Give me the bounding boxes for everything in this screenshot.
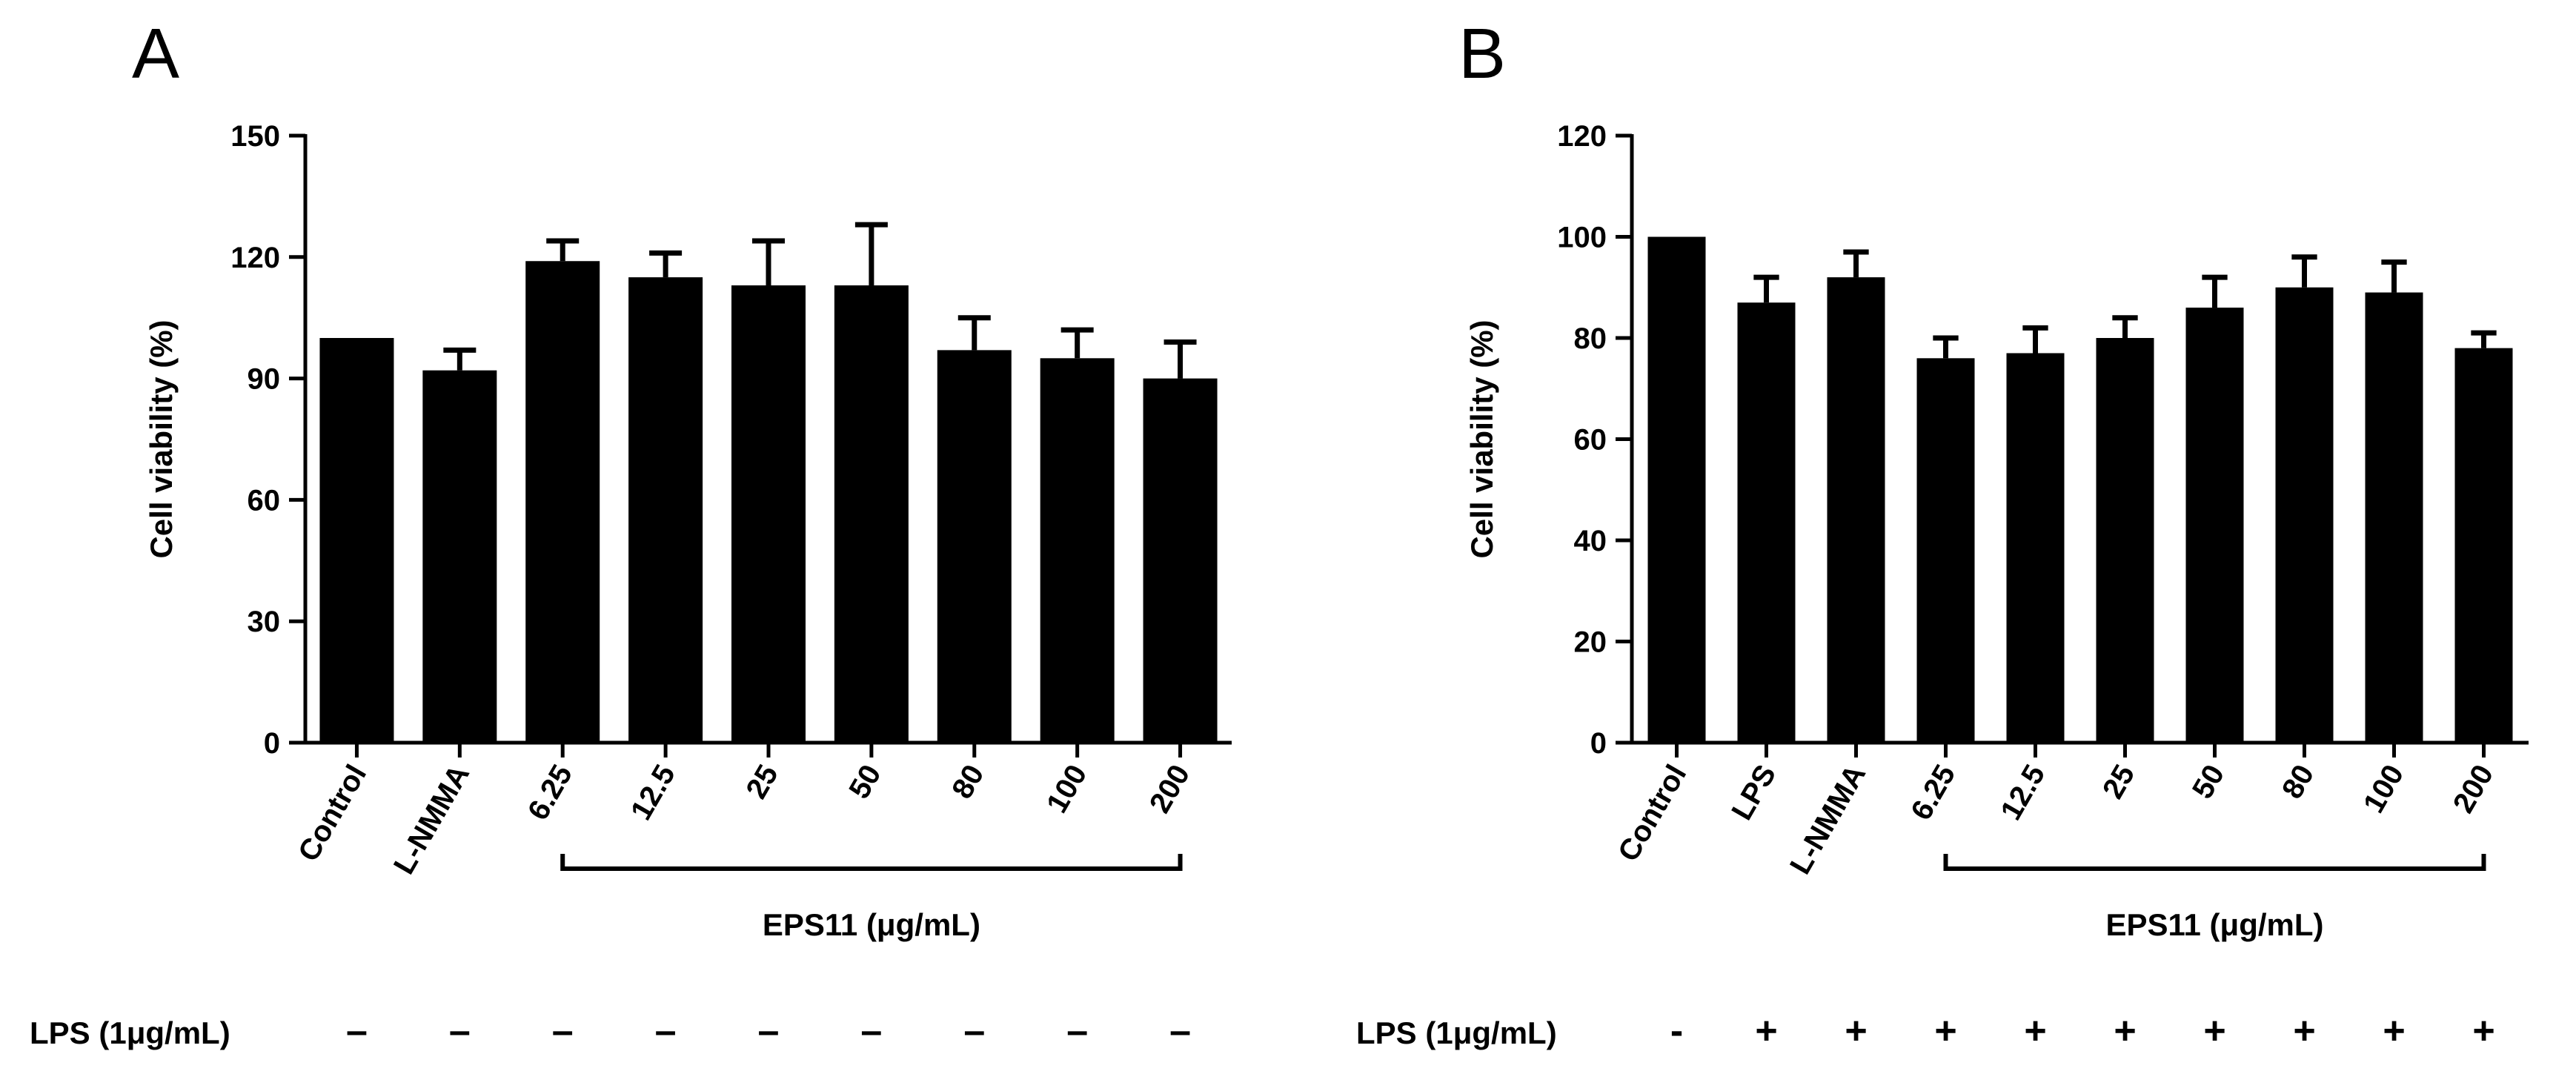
- x-tick-label: 50: [843, 760, 887, 805]
- lps-sign: –: [655, 1010, 677, 1053]
- x-tick-label: Control: [1612, 760, 1693, 867]
- y-tick-label: 40: [1574, 525, 1607, 557]
- lps-sign: +: [1755, 1010, 1777, 1053]
- x-tick-label: 80: [2276, 760, 2320, 805]
- bar: [834, 285, 909, 743]
- x-tick-label: LPS: [1725, 760, 1782, 826]
- bar: [937, 350, 1012, 743]
- bar: [1143, 378, 1218, 743]
- lps-sign: –: [1169, 1010, 1191, 1053]
- y-tick-label: 150: [230, 120, 280, 153]
- panel-b-letter: B: [1458, 14, 1506, 93]
- bar: [422, 370, 497, 743]
- bracket-label: EPS11 (μg/mL): [2105, 907, 2323, 942]
- bar: [628, 277, 703, 743]
- x-tick-label: 6.25: [1905, 760, 1962, 826]
- lps-sign: –: [963, 1010, 985, 1053]
- y-tick-label: 120: [230, 242, 280, 274]
- x-tick-label: 25: [740, 760, 784, 805]
- y-tick-label: 0: [264, 727, 280, 760]
- y-tick-label: 100: [1557, 222, 1607, 254]
- bar: [1040, 358, 1115, 743]
- lps-row-label-b: LPS (1μg/mL): [1356, 1015, 1557, 1050]
- y-tick-label: 0: [1590, 727, 1607, 760]
- lps-sign: +: [2114, 1010, 2136, 1053]
- x-tick-label: 12.5: [625, 760, 682, 826]
- bar: [319, 338, 394, 743]
- lps-sign: +: [2293, 1010, 2315, 1053]
- lps-sign: –: [1066, 1010, 1088, 1053]
- y-tick-label: 80: [1574, 322, 1607, 355]
- y-tick-label: 20: [1574, 626, 1607, 659]
- lps-sign: –: [346, 1010, 368, 1053]
- y-tick-label: 30: [248, 606, 281, 638]
- bar: [2365, 292, 2423, 743]
- lps-sign: –: [552, 1010, 574, 1053]
- x-tick-label: 50: [2186, 760, 2231, 805]
- y-tick-label: 60: [248, 484, 281, 517]
- y-tick-label: 120: [1557, 120, 1607, 153]
- bracket-label: EPS11 (μg/mL): [763, 907, 980, 942]
- y-tick-label: 90: [248, 363, 281, 396]
- x-tick-label: L-NMMA: [388, 760, 476, 880]
- lps-sign: +: [2383, 1010, 2405, 1053]
- x-tick-label: 100: [1040, 760, 1093, 819]
- panel-b: B 0 20 40 60 80 100 120 Cell viability (%) Contr…: [1458, 14, 2529, 1053]
- panel-a-letter: A: [132, 14, 179, 93]
- bar: [1647, 236, 1706, 743]
- bar: [1916, 358, 1975, 743]
- lps-sign: +: [1934, 1010, 1956, 1053]
- bar: [2006, 353, 2065, 743]
- bar: [2096, 338, 2154, 743]
- bar: [2185, 308, 2244, 743]
- lps-sign: -: [1670, 1010, 1683, 1053]
- lps-sign: –: [449, 1010, 471, 1053]
- eps11-bracket: [560, 854, 1183, 871]
- x-tick-label: Control: [292, 760, 373, 867]
- bar: [2275, 287, 2334, 743]
- bar: [731, 285, 806, 743]
- lps-row: LPS (1μg/mL) LPS (1μg/mL): [30, 1015, 1557, 1050]
- lps-sign: –: [860, 1010, 882, 1053]
- y-tick-label: 60: [1574, 424, 1607, 457]
- x-tick-label: 100: [2357, 760, 2410, 819]
- bar: [525, 261, 600, 743]
- x-tick-label: 12.5: [1994, 760, 2051, 826]
- x-tick-label: 200: [2447, 760, 2500, 819]
- x-tick-label: 80: [946, 760, 990, 805]
- x-tick-label: 25: [2097, 760, 2141, 805]
- bar: [2454, 348, 2513, 743]
- lps-sign: +: [2203, 1010, 2225, 1053]
- lps-sign: +: [1845, 1010, 1867, 1053]
- panel-a: A 0 30 60 90 120 150 Cell viability (%) Control…: [132, 14, 1232, 1053]
- eps11-bracket: [1943, 854, 2486, 871]
- x-tick-label: L-NMMA: [1784, 760, 1872, 880]
- x-tick-label: 6.25: [522, 760, 579, 826]
- x-tick-label: 200: [1143, 760, 1196, 819]
- lps-sign: –: [758, 1010, 780, 1053]
- lps-sign: +: [2472, 1010, 2494, 1053]
- bar: [1737, 302, 1796, 743]
- y-axis-label: Cell viability (%): [144, 319, 179, 558]
- bar: [1827, 277, 1885, 743]
- y-axis-label: Cell viability (%): [1464, 319, 1499, 558]
- lps-row-label-a: LPS (1μg/mL): [30, 1015, 230, 1050]
- lps-sign: +: [2024, 1010, 2046, 1053]
